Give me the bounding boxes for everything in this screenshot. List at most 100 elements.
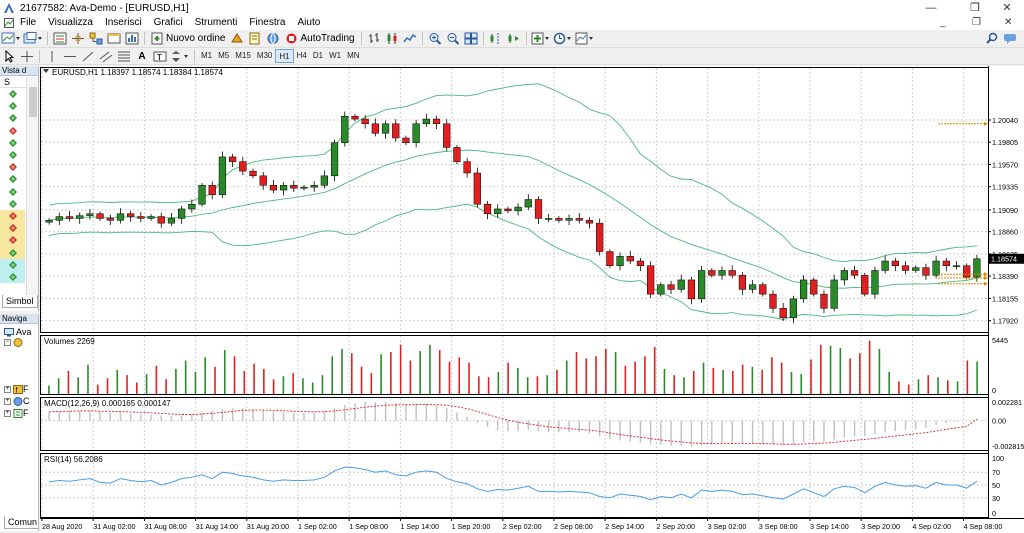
nav-item-scripts[interactable]: + F xyxy=(4,408,29,418)
close-button[interactable]: ✕ xyxy=(1002,2,1012,14)
expand-icon[interactable]: + xyxy=(4,385,11,393)
arrows-button[interactable] xyxy=(170,49,190,64)
candle-body xyxy=(320,175,328,186)
chat-button[interactable] xyxy=(1002,31,1018,46)
market-watch-row[interactable] xyxy=(0,258,25,271)
timeframe-h1[interactable]: H1 xyxy=(275,49,294,63)
candle-body xyxy=(422,118,430,125)
symbol-diamond-icon xyxy=(8,151,17,160)
mdi-minimize-button[interactable]: _ xyxy=(940,17,946,28)
auto-scroll-button[interactable] xyxy=(506,31,522,46)
market-watch-row[interactable] xyxy=(0,149,25,161)
collapse-icon[interactable]: − xyxy=(4,339,11,346)
data-window-button[interactable] xyxy=(70,31,86,46)
timeframe-m1[interactable]: M1 xyxy=(201,51,213,60)
market-watch-row[interactable] xyxy=(0,209,25,223)
chart-menu-arrow-icon[interactable] xyxy=(43,69,49,73)
market-watch-row[interactable] xyxy=(0,234,25,247)
candlestick-chart-button[interactable] xyxy=(384,31,400,46)
market-watch-row[interactable] xyxy=(0,198,25,210)
equidistant-channel-button[interactable] xyxy=(98,49,114,64)
signals-button[interactable] xyxy=(229,31,245,46)
menu-tools[interactable]: Strumenti xyxy=(194,17,238,28)
market-watch-row[interactable] xyxy=(0,270,25,283)
chart-window[interactable]: 28 Aug 2020 31 Aug 02:00 31 Aug 08:00 31 Au… xyxy=(40,66,1024,533)
strategy-tester-button[interactable] xyxy=(124,31,140,46)
market-watch-row[interactable] xyxy=(0,137,25,149)
symbols-tab[interactable]: Simbol xyxy=(2,295,38,308)
cursor-tool-button[interactable] xyxy=(1,49,17,64)
line-chart-button[interactable] xyxy=(402,31,418,46)
market-watch-row[interactable] xyxy=(0,246,25,259)
expand-icon[interactable]: + xyxy=(4,397,11,405)
trendline-button[interactable] xyxy=(80,49,96,64)
nav-item-account[interactable]: Ava xyxy=(4,327,31,337)
nav-item-indicators[interactable]: + f F xyxy=(4,384,29,394)
timeframe-m30[interactable]: M30 xyxy=(256,51,273,60)
zoom-in-button[interactable] xyxy=(427,31,443,46)
market-watch-title[interactable]: Vista d xyxy=(0,66,38,76)
timeframe-d1[interactable]: D1 xyxy=(312,51,324,60)
terminal-button[interactable] xyxy=(106,31,122,46)
symbol-column-header[interactable]: S xyxy=(0,76,38,88)
timeframe-m5[interactable]: M5 xyxy=(218,51,230,60)
rsi-title: RSI(14) 56.2086 xyxy=(44,455,103,464)
market-watch-row[interactable] xyxy=(0,125,25,137)
metaeditor-button[interactable] xyxy=(247,31,263,46)
symbol-diamond-icon xyxy=(8,248,17,257)
market-watch-row[interactable] xyxy=(0,112,25,124)
crosshair-tool-button[interactable] xyxy=(19,49,35,64)
scrollbar-thumb[interactable] xyxy=(29,87,37,117)
horizontal-line-button[interactable] xyxy=(62,49,78,64)
search-button[interactable] xyxy=(984,31,1000,46)
market-watch-row[interactable] xyxy=(0,100,25,112)
fibonacci-button[interactable] xyxy=(116,49,132,64)
community-button[interactable] xyxy=(265,31,281,46)
market-watch-scrollbar[interactable] xyxy=(26,77,38,297)
chart-shift-button[interactable] xyxy=(488,31,504,46)
navigator-button[interactable] xyxy=(88,31,104,46)
timeframe-m15[interactable]: M15 xyxy=(235,51,251,60)
chart-canvas[interactable]: 28 Aug 2020 31 Aug 02:00 31 Aug 08:00 31 Au… xyxy=(40,66,1024,533)
market-watch-row[interactable] xyxy=(0,88,25,100)
market-watch-row[interactable] xyxy=(0,222,25,235)
indicators-button[interactable] xyxy=(531,31,551,46)
menu-view[interactable]: Visualizza xyxy=(48,17,93,28)
volume-axis-label: 0 xyxy=(992,386,996,395)
timeframe-mn[interactable]: MN xyxy=(347,51,360,60)
nav-item-experts[interactable]: + C xyxy=(4,396,30,406)
menu-window[interactable]: Finestra xyxy=(249,17,286,28)
navigator-title[interactable]: Naviga xyxy=(0,314,38,324)
menu-insert[interactable]: Inserisci xyxy=(104,17,142,28)
maximize-button[interactable]: ❐ xyxy=(970,2,980,14)
bar-chart-button[interactable] xyxy=(366,31,382,46)
new-chart-button[interactable] xyxy=(1,31,21,46)
text-tool-button[interactable]: A xyxy=(138,50,146,62)
periods-button[interactable] xyxy=(553,31,573,46)
candle-body xyxy=(545,218,553,220)
expand-icon[interactable]: + xyxy=(4,409,11,417)
mdi-close-button[interactable]: ✕ xyxy=(1004,17,1013,28)
templates-button[interactable] xyxy=(575,31,595,46)
market-watch-button[interactable] xyxy=(52,31,68,46)
common-tab[interactable]: Comun xyxy=(4,516,38,529)
text-label-button[interactable]: T xyxy=(152,49,168,64)
mdi-restore-button[interactable]: ❐ xyxy=(972,17,981,28)
market-watch-row[interactable] xyxy=(0,161,25,173)
timeframe-w1[interactable]: W1 xyxy=(329,51,342,60)
menu-charts[interactable]: Grafici xyxy=(153,17,183,28)
menu-help[interactable]: Aiuto xyxy=(297,17,321,28)
timeframe-h4[interactable]: H4 xyxy=(296,51,307,60)
new-order-button[interactable]: Nuovo ordine xyxy=(149,31,227,46)
vertical-line-button[interactable] xyxy=(44,49,60,64)
menu-file[interactable]: File xyxy=(20,17,37,28)
chart-window-icon[interactable] xyxy=(4,18,14,28)
tile-windows-button[interactable] xyxy=(463,31,479,46)
profiles-button[interactable] xyxy=(23,31,43,46)
zoom-out-button[interactable] xyxy=(445,31,461,46)
nav-item-accounts[interactable]: − xyxy=(4,338,23,347)
minimize-button[interactable]: — xyxy=(925,2,937,14)
autotrading-button[interactable]: AutoTrading xyxy=(283,31,356,46)
market-watch-row[interactable] xyxy=(0,186,25,198)
market-watch-row[interactable] xyxy=(0,173,25,185)
